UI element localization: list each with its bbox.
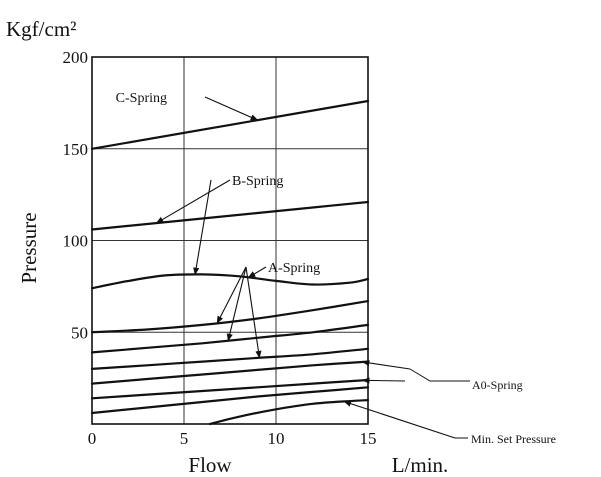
arrow-a-spring (216, 266, 247, 324)
x-unit-label: L/min. (392, 453, 449, 477)
series-line-c-spring-1 (90, 99, 370, 150)
arrow-a-spring (226, 266, 247, 342)
x-tick-label: 0 (88, 429, 97, 448)
series-line-a0-spring-1 (90, 360, 370, 385)
x-tick-label: 15 (360, 429, 377, 448)
annotation-a0-spring: A0-Spring (472, 378, 523, 392)
annotation-c-spring: C-Spring (116, 91, 167, 106)
plot-frame (91, 56, 369, 425)
tick-labels: 0 5 10 15 50 100 150 200 (63, 48, 377, 448)
unit-label: Kgf/cm² (6, 17, 76, 41)
x-tick-label: 10 (268, 429, 285, 448)
arrow-a0-spring (361, 377, 406, 384)
arrow-b-spring (155, 179, 231, 224)
grid (92, 57, 368, 424)
x-axis-label: Flow (188, 453, 232, 477)
y-tick-label: 150 (63, 140, 89, 159)
y-tick-label: 100 (63, 232, 89, 251)
series-line-a0-spring-3 (90, 386, 370, 415)
annotation-b-spring: B-Spring (232, 174, 283, 189)
series-line-a0-spring-2 (90, 378, 370, 400)
series-line-min-set-pressure-1 (208, 399, 370, 426)
annotation-min-set-pressure: Min. Set Pressure (471, 432, 556, 446)
arrow-min-set-pressure (343, 400, 456, 439)
series-line-a-spring-1 (90, 273, 370, 290)
series-line-a-spring-3 (90, 323, 370, 354)
arrow-b-spring (193, 179, 212, 276)
series-line-a-spring-2 (90, 300, 370, 334)
arrow-a0-spring (361, 359, 411, 370)
arrow-a-spring (247, 266, 267, 278)
series-line-b-spring-1 (90, 200, 370, 231)
series-lines (90, 99, 370, 426)
x-tick-label: 5 (180, 429, 189, 448)
arrow-a-spring (245, 266, 262, 359)
annotation-a-spring: A-Spring (268, 261, 320, 276)
arrow-c-spring (204, 96, 259, 121)
series-line-a-spring-4 (90, 347, 370, 370)
y-tick-label: 50 (71, 323, 88, 342)
leader-a0-spring (409, 368, 470, 382)
y-tick-label: 200 (63, 48, 89, 67)
annotations: C-Spring B-Spring A-Spring A0-Spring Min. Se… (116, 91, 556, 446)
y-axis-label: Pressure (17, 212, 41, 283)
